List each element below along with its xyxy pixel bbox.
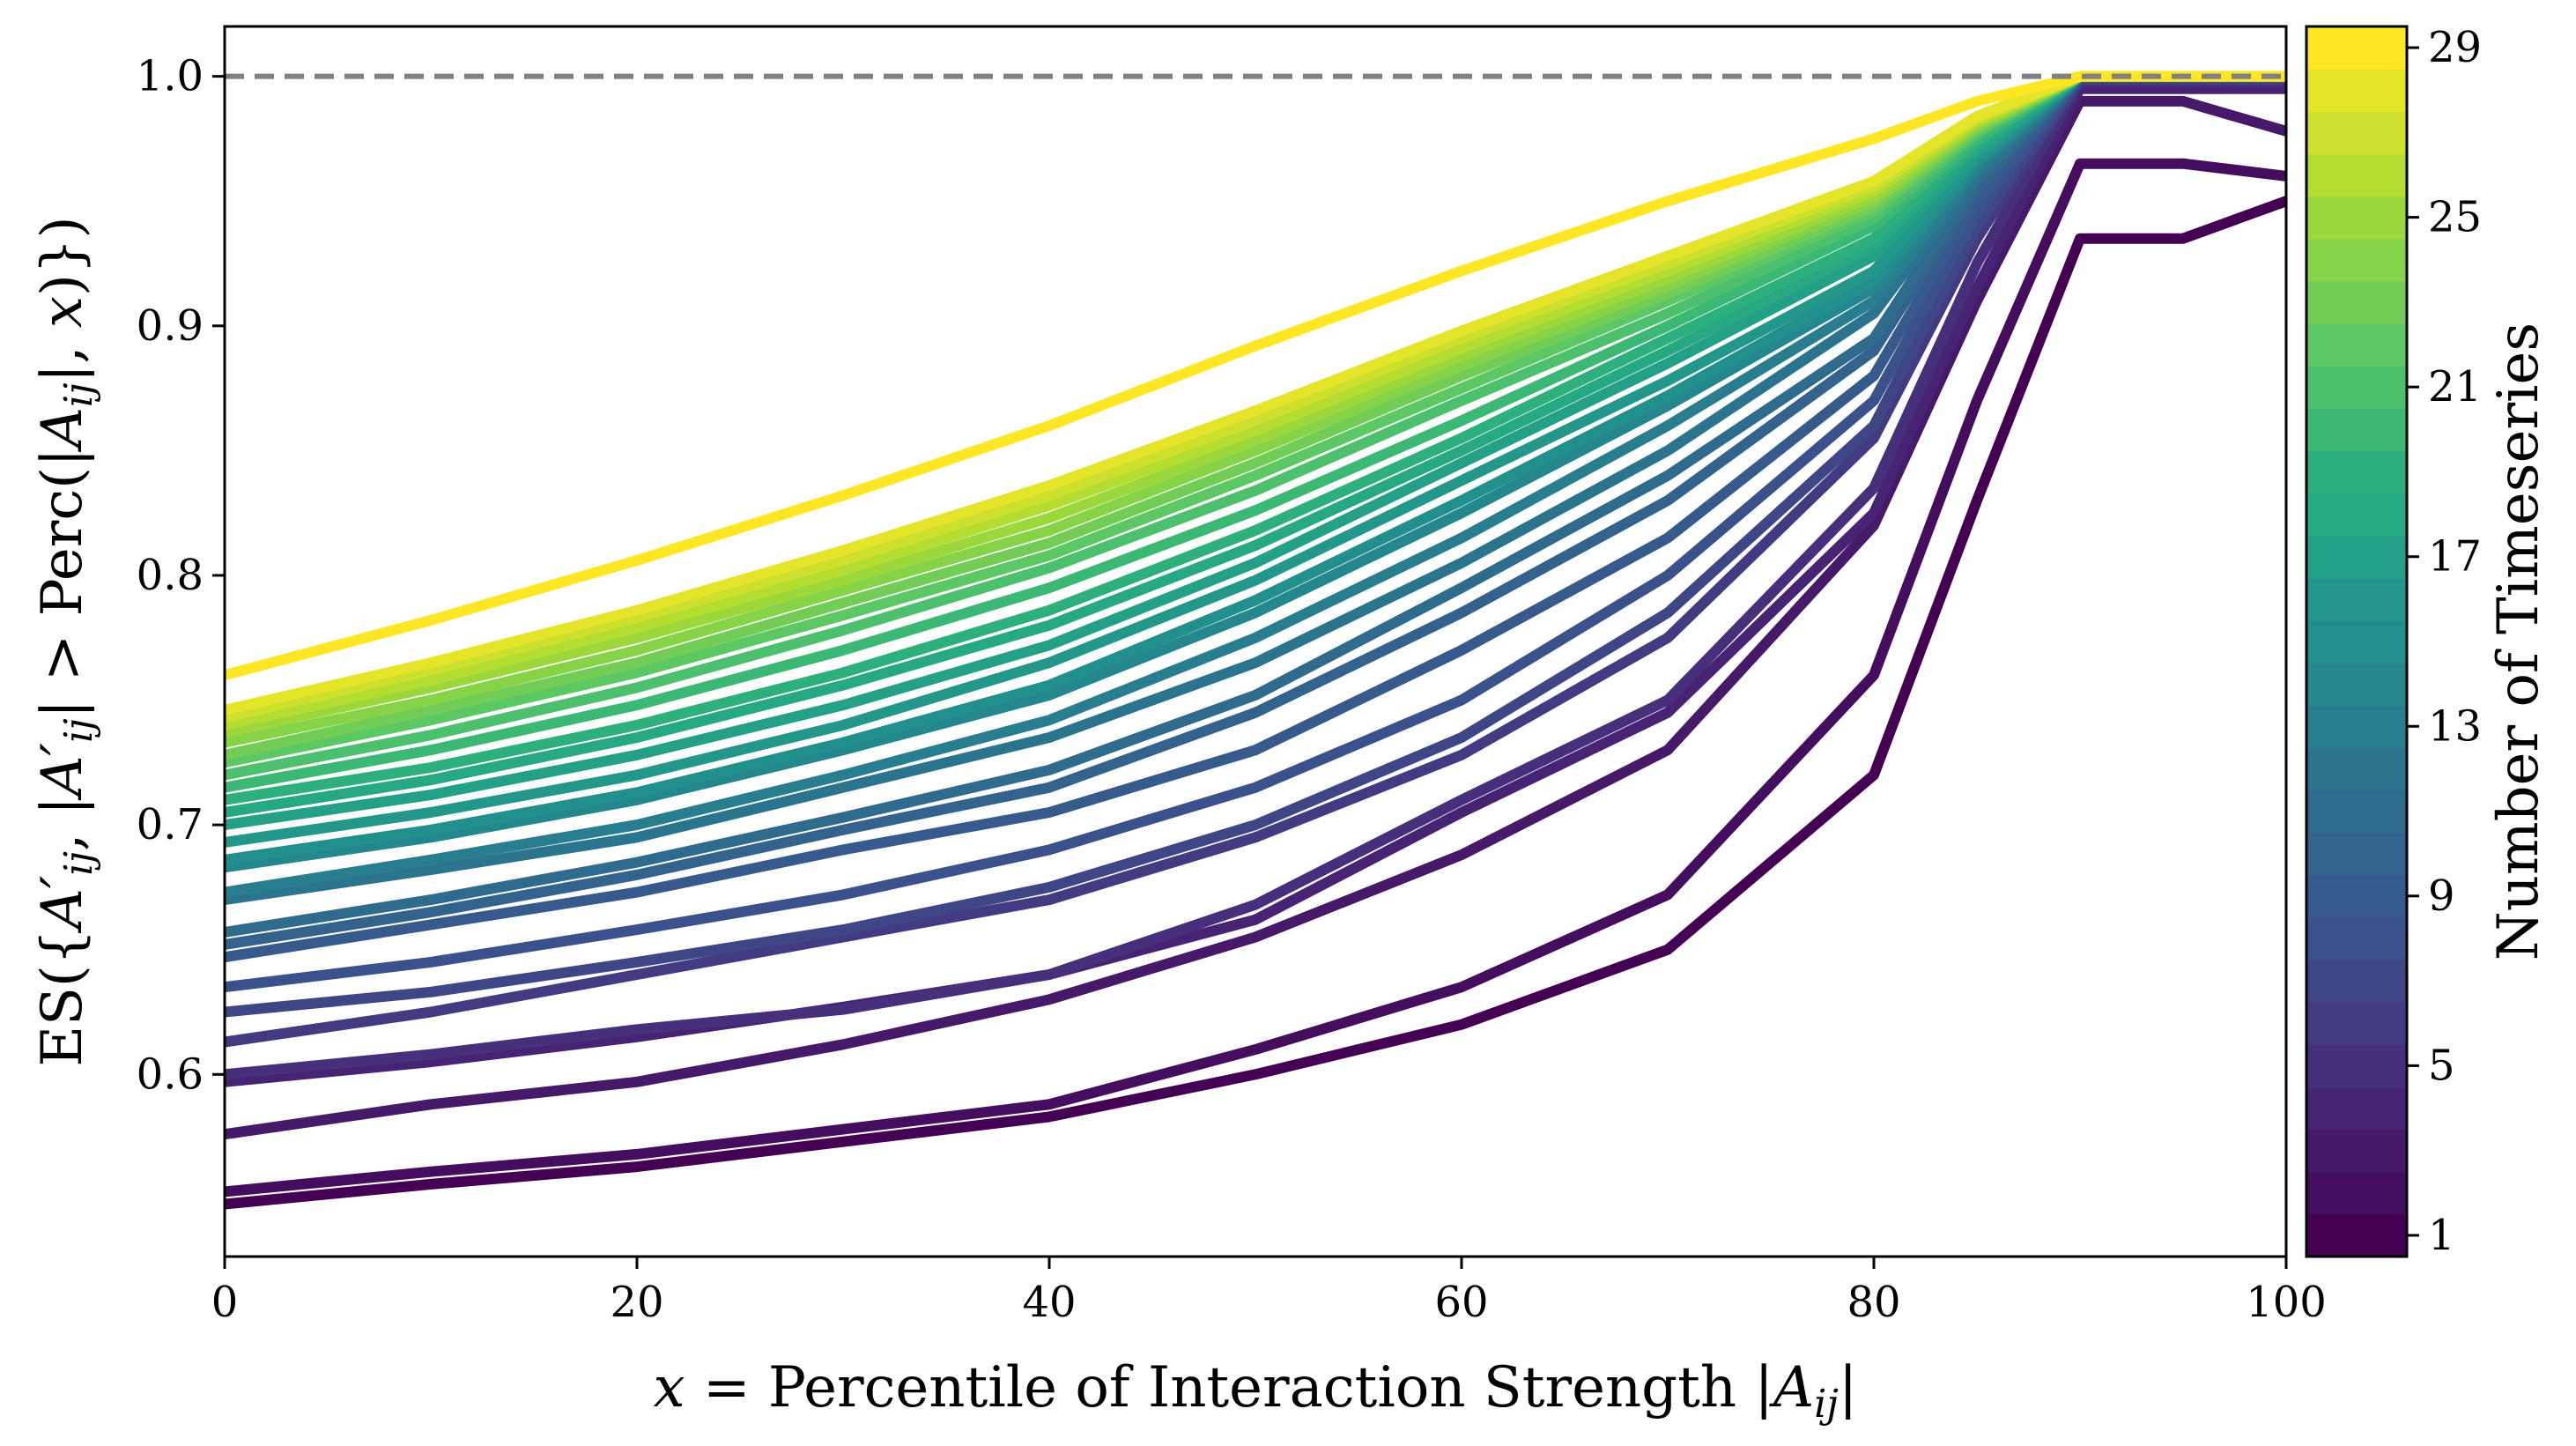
y-axis-title: ES({A′ij, |A′ij| > Perc(|Aij|, x)})	[30, 216, 101, 1066]
colorbar-tick-label-13: 13	[2428, 701, 2482, 751]
colorbar-tick-label-5: 5	[2428, 1041, 2455, 1090]
colorbar-tick-label-29: 29	[2428, 23, 2482, 72]
colorbar-segment-14	[2306, 663, 2407, 707]
colorbar-segment-25	[2306, 196, 2407, 240]
colorbar-segment-23	[2306, 280, 2407, 324]
colorbar-segment-6	[2306, 1002, 2407, 1046]
colorbar-segment-10	[2306, 832, 2407, 876]
x-axis: 0 20 40 60 80 100	[211, 1257, 2327, 1327]
x-tick-label-60: 60	[1434, 1278, 1488, 1327]
colorbar-title: Number of Timeseries	[2486, 323, 2551, 960]
series-line-2	[225, 158, 2286, 1198]
y-tick-label-0.7: 0.7	[137, 800, 204, 849]
x-tick-label-20: 20	[610, 1278, 663, 1327]
x-tick-label-40: 40	[1022, 1278, 1076, 1327]
colorbar-segment-20	[2306, 408, 2407, 452]
series-layer	[225, 70, 2286, 1210]
series-line-3	[225, 95, 2286, 1140]
colorbar-segment-21	[2306, 366, 2407, 410]
colorbar-segment-19	[2306, 450, 2407, 494]
colorbar-segment-8	[2306, 916, 2407, 960]
y-axis: 0.6 0.7 0.8 0.9 1.0	[137, 52, 225, 1099]
colorbar-tick-label-9: 9	[2428, 871, 2455, 921]
plot-frame	[223, 25, 2288, 1258]
colorbar-tick-label-25: 25	[2428, 193, 2482, 242]
colorbar-segment-5	[2306, 1044, 2407, 1088]
x-tick-label-0: 0	[211, 1278, 239, 1327]
colorbar-segment-22	[2306, 323, 2407, 367]
colorbar-segment-15	[2306, 619, 2407, 664]
y-tick-label-1.0: 1.0	[137, 52, 204, 101]
y-tick-label-0.6: 0.6	[137, 1049, 204, 1099]
colorbar-segment-28	[2306, 69, 2407, 113]
y-tick-label-0.8: 0.8	[137, 551, 204, 600]
colorbar-segment-1	[2306, 1213, 2407, 1257]
colorbar-segment-24	[2306, 238, 2407, 282]
colorbar-segment-4	[2306, 1086, 2407, 1131]
colorbar-segment-7	[2306, 960, 2407, 1003]
colorbar-segment-17	[2306, 535, 2407, 579]
colorbar-segment-13	[2306, 705, 2407, 749]
colorbar-tick-label-1: 1	[2428, 1211, 2455, 1260]
series-line-29	[225, 70, 2286, 681]
colorbar-segment-26	[2306, 153, 2407, 197]
series-line-1	[225, 196, 2286, 1210]
colorbar-segment-29	[2306, 26, 2407, 70]
colorbar-segment-11	[2306, 790, 2407, 834]
y-tick-label-0.9: 0.9	[137, 301, 204, 351]
colorbar-segment-2	[2306, 1171, 2407, 1215]
colorbar-segment-16	[2306, 577, 2407, 621]
colorbar: 1 5 9 13 17 21 25 29	[2305, 23, 2482, 1260]
colorbar-tick-label-17: 17	[2428, 532, 2482, 582]
colorbar-frame	[2305, 25, 2409, 1258]
x-tick-label-80: 80	[1847, 1278, 1900, 1327]
colorbar-segment-3	[2306, 1129, 2407, 1173]
colorbar-segment-9	[2306, 874, 2407, 918]
colorbar-segment-12	[2306, 747, 2407, 791]
colorbar-tick-label-21: 21	[2428, 362, 2482, 412]
colorbar-segment-18	[2306, 493, 2407, 537]
x-axis-title: x = Percentile of Interaction Strength |…	[654, 1355, 1858, 1427]
colorbar-segment-27	[2306, 111, 2407, 155]
x-tick-label-100: 100	[2246, 1278, 2327, 1327]
